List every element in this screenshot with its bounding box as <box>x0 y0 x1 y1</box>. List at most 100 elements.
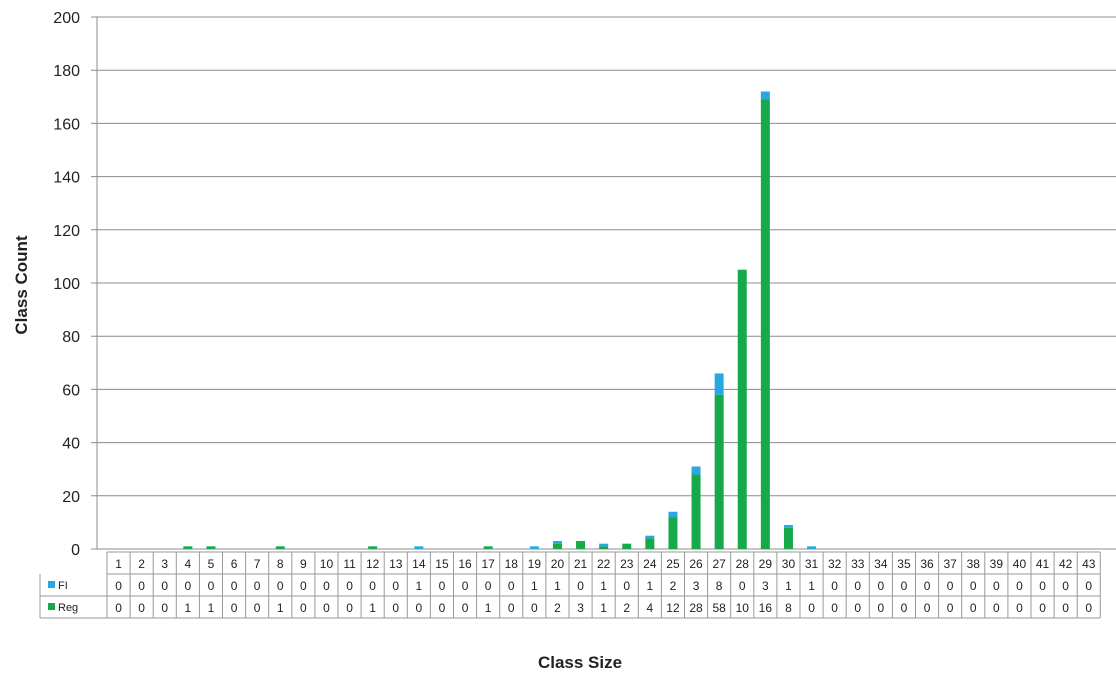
x-tick-label: 3 <box>161 557 168 571</box>
y-tick-label: 160 <box>53 116 80 133</box>
x-axis-label: Class Size <box>538 653 622 672</box>
x-tick-label: 9 <box>300 557 307 571</box>
legend-label-reg: Reg <box>58 602 78 614</box>
data-label-reg: 2 <box>554 601 561 615</box>
data-label-fi: 1 <box>785 579 792 593</box>
data-label-reg: 0 <box>993 601 1000 615</box>
data-label-reg: 0 <box>924 601 931 615</box>
data-label-fi: 0 <box>323 579 330 593</box>
bar-fi <box>691 466 701 475</box>
y-tick-label: 60 <box>62 382 80 399</box>
legend-label-fi: FI <box>58 580 68 592</box>
bar-reg <box>599 546 609 549</box>
bar-fi <box>783 525 793 528</box>
data-label-fi: 0 <box>392 579 399 593</box>
data-label-reg: 0 <box>439 601 446 615</box>
y-tick-label: 40 <box>62 436 80 453</box>
bar-reg <box>668 517 678 549</box>
data-label-fi: 0 <box>369 579 376 593</box>
data-label-fi: 0 <box>739 579 746 593</box>
data-label-reg: 16 <box>759 601 773 615</box>
bar-reg <box>783 527 793 549</box>
y-tick-label: 200 <box>53 10 80 27</box>
x-tick-label: 36 <box>920 557 934 571</box>
x-tick-label: 6 <box>231 557 238 571</box>
data-label-fi: 0 <box>1062 579 1069 593</box>
x-tick-label: 11 <box>343 557 356 571</box>
bar-fi <box>760 91 770 100</box>
data-label-fi: 0 <box>993 579 1000 593</box>
data-label-fi: 3 <box>693 579 700 593</box>
bar-fi <box>668 511 678 518</box>
data-label-fi: 0 <box>947 579 954 593</box>
x-tick-label: 29 <box>759 557 773 571</box>
x-tick-label: 17 <box>481 557 495 571</box>
x-tick-label: 42 <box>1059 557 1073 571</box>
data-label-reg: 0 <box>1039 601 1046 615</box>
data-label-fi: 0 <box>831 579 838 593</box>
data-label-reg: 0 <box>161 601 168 615</box>
bar-reg <box>576 541 586 549</box>
data-label-reg: 0 <box>831 601 838 615</box>
x-tick-label: 41 <box>1036 557 1050 571</box>
data-label-fi: 0 <box>254 579 261 593</box>
data-label-reg: 0 <box>300 601 307 615</box>
x-tick-label: 1 <box>115 557 122 571</box>
data-table: 1 2 3 4 5 6 7 8 9 10 11 12 13 14 15 16 17 18 19 20 21 22 23 24 2… <box>39 551 1101 619</box>
bar-reg <box>760 99 770 550</box>
data-label-fi: 0 <box>901 579 908 593</box>
x-tick-label: 39 <box>990 557 1004 571</box>
bar-reg <box>622 543 632 549</box>
data-label-fi: 2 <box>670 579 677 593</box>
x-tick-label: 4 <box>185 557 192 571</box>
x-tick-label: 20 <box>551 557 565 571</box>
data-label-fi: 0 <box>346 579 353 593</box>
data-label-fi: 0 <box>231 579 238 593</box>
bar-fi <box>414 546 424 549</box>
data-label-fi: 0 <box>924 579 931 593</box>
data-label-reg: 3 <box>577 601 584 615</box>
bar-reg <box>483 546 493 549</box>
legend-key-fi <box>48 581 55 588</box>
bar-reg <box>206 546 216 549</box>
y-tick-label: 20 <box>62 489 80 506</box>
x-tick-label: 18 <box>505 557 519 571</box>
legend-key-reg <box>48 603 55 610</box>
gridlines <box>91 16 1116 550</box>
data-label-fi: 0 <box>485 579 492 593</box>
data-label-fi: 0 <box>1085 579 1092 593</box>
bar-reg <box>368 546 378 549</box>
x-tick-label: 12 <box>366 557 380 571</box>
bar-reg <box>737 269 747 549</box>
x-tick-label: 28 <box>736 557 750 571</box>
data-label-reg: 0 <box>901 601 908 615</box>
x-tick-label: 25 <box>666 557 680 571</box>
bar-fi <box>552 541 562 544</box>
x-tick-label: 23 <box>620 557 634 571</box>
data-label-reg: 1 <box>277 601 284 615</box>
data-label-fi: 0 <box>115 579 122 593</box>
x-tick-label: 37 <box>943 557 957 571</box>
y-tick-label: 80 <box>62 329 80 346</box>
data-label-fi: 0 <box>1016 579 1023 593</box>
y-tick-label: 100 <box>53 276 80 293</box>
x-tick-label: 8 <box>277 557 284 571</box>
bar-reg <box>714 394 724 549</box>
data-label-reg: 0 <box>346 601 353 615</box>
bar-reg <box>552 543 562 549</box>
x-tick-label: 7 <box>254 557 261 571</box>
x-tick-label: 32 <box>828 557 842 571</box>
data-label-reg: 4 <box>647 601 654 615</box>
x-tick-label: 14 <box>412 557 426 571</box>
data-label-fi: 0 <box>277 579 284 593</box>
data-label-reg: 0 <box>1016 601 1023 615</box>
bar-fi <box>529 546 539 549</box>
x-tick-label: 16 <box>458 557 472 571</box>
x-tick-label: 43 <box>1082 557 1096 571</box>
data-label-reg: 0 <box>138 601 145 615</box>
bars <box>183 91 817 550</box>
data-label-reg: 0 <box>508 601 515 615</box>
data-label-reg: 0 <box>323 601 330 615</box>
bar-fi <box>714 373 724 395</box>
